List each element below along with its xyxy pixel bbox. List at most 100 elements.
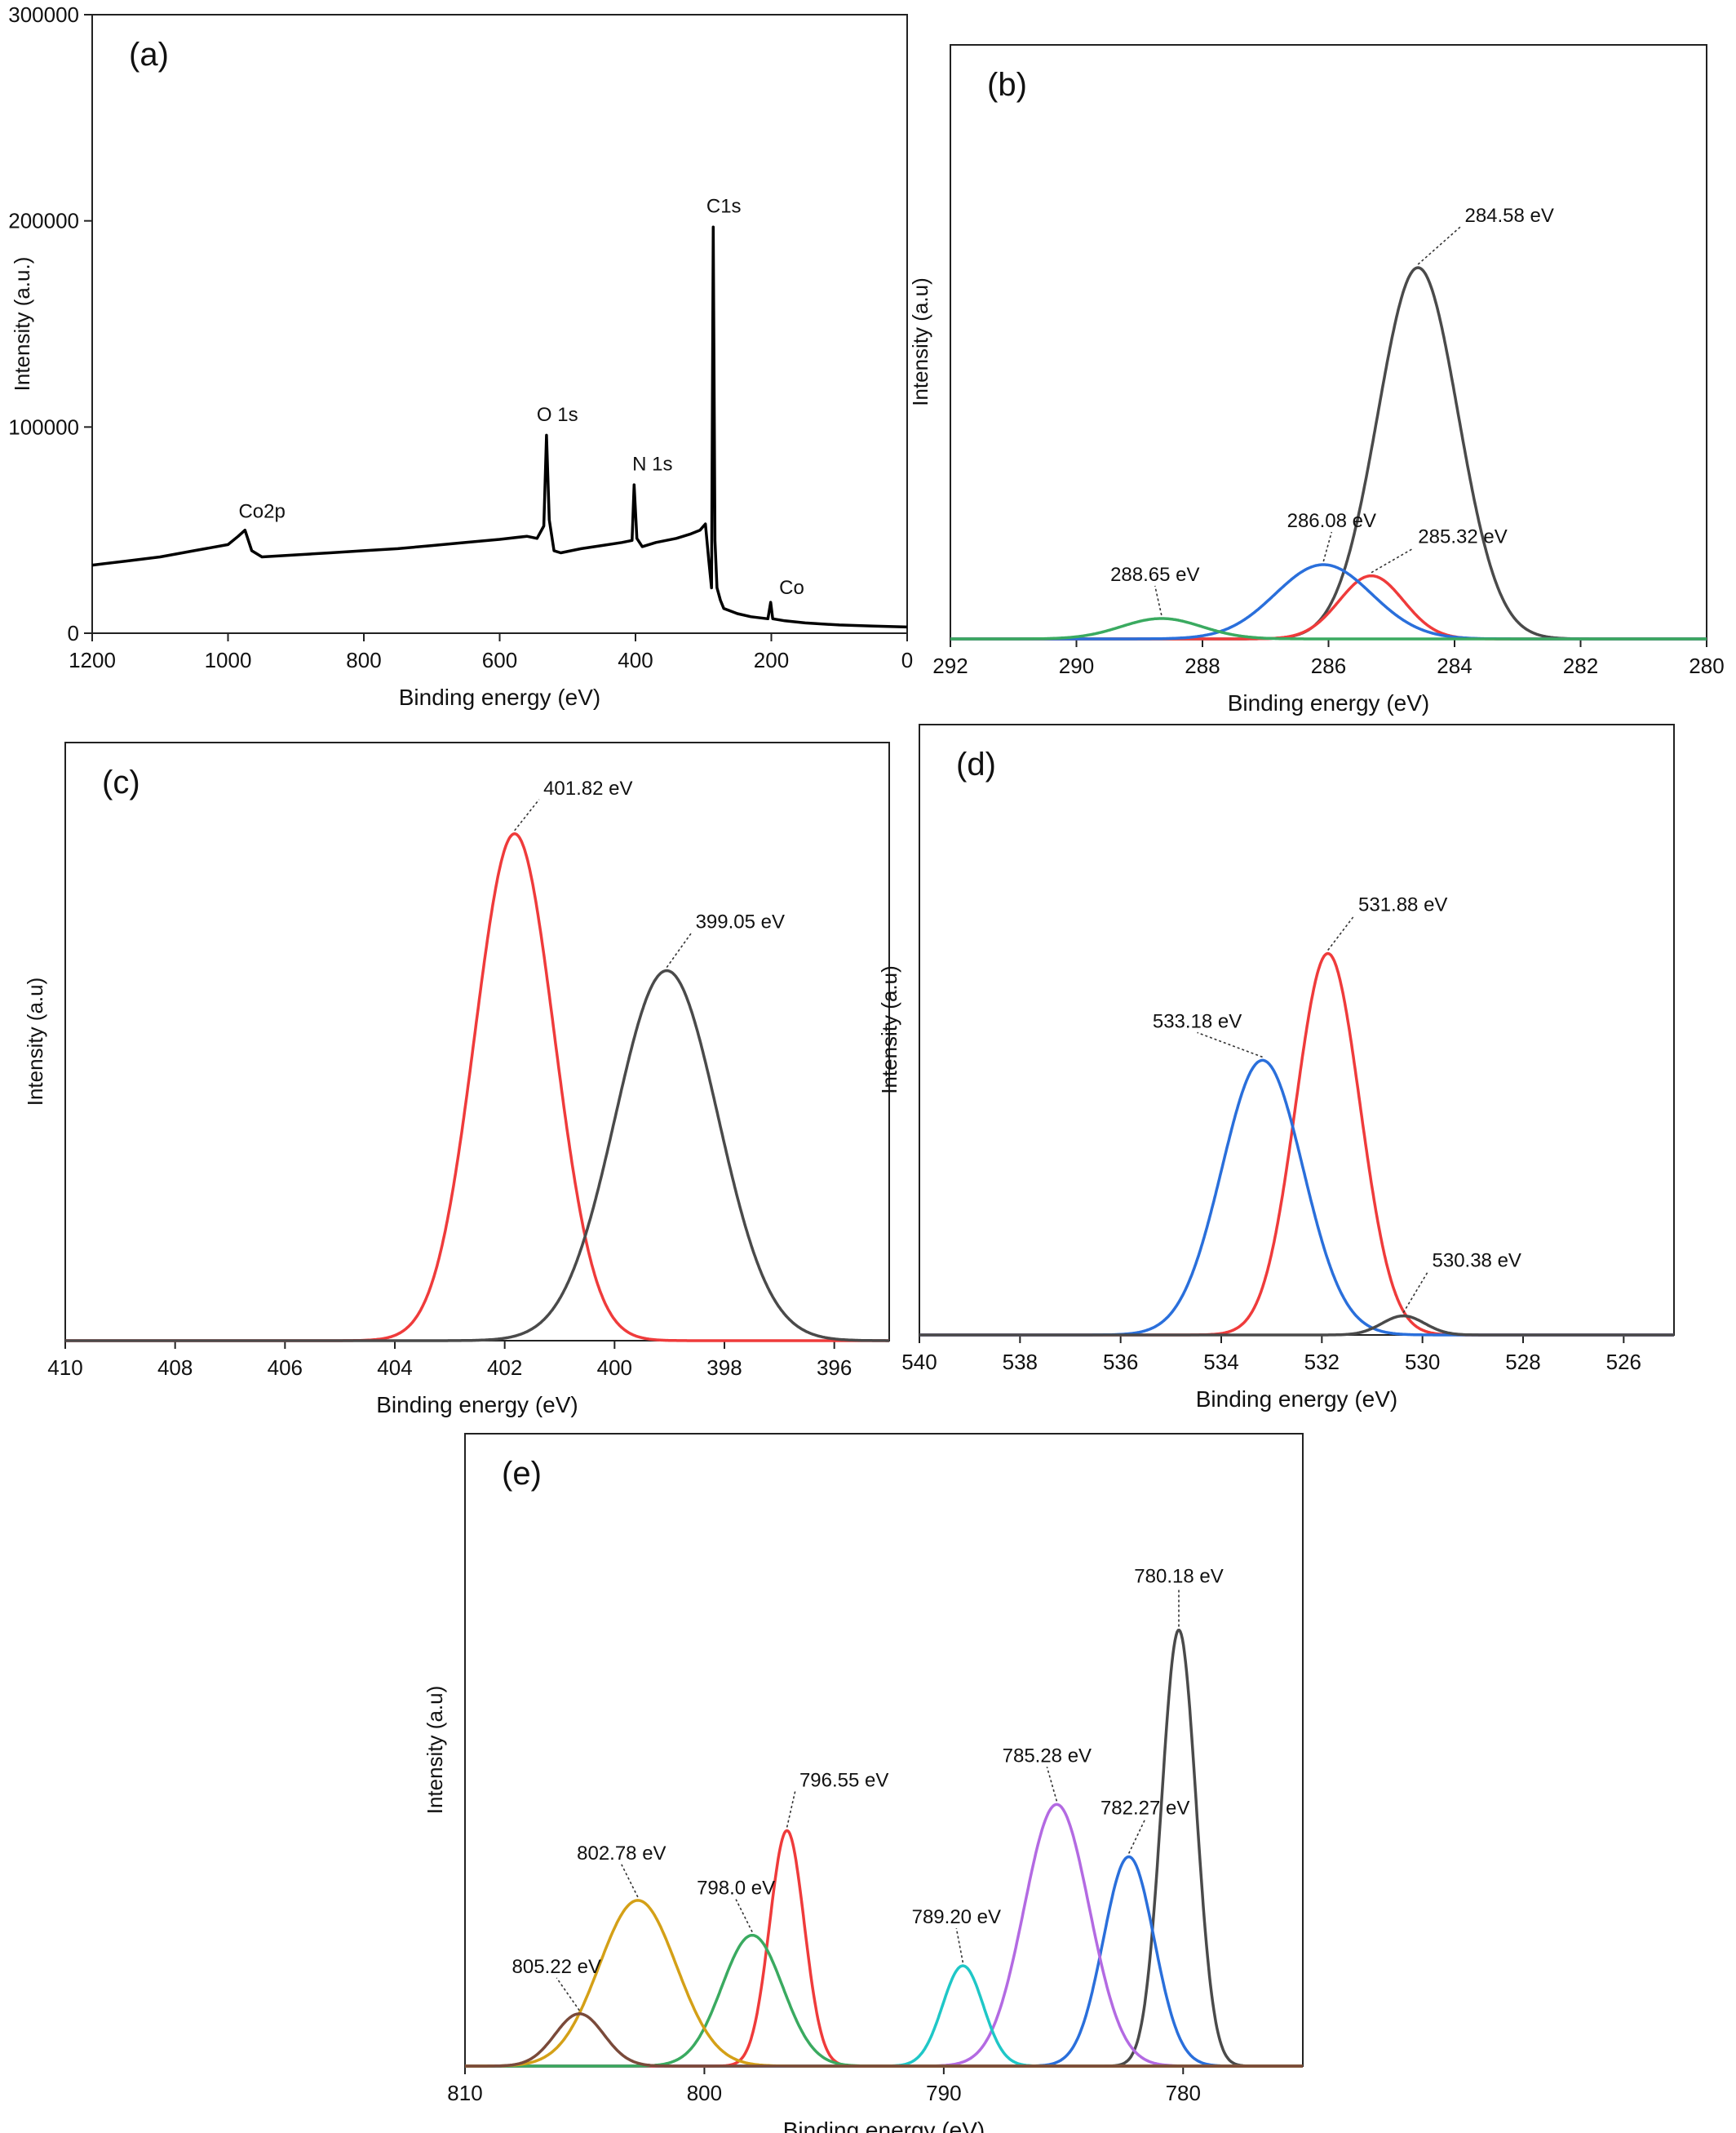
x-tick-label: 280 (1689, 654, 1724, 678)
peak-label: 286.08 eV (1287, 510, 1376, 532)
x-tick-label: 286 (1311, 654, 1346, 678)
x-tick-label: 530 (1405, 1350, 1440, 1374)
x-tick-label: 534 (1203, 1350, 1238, 1374)
peak-arrow (514, 799, 540, 831)
series-line-2 (64, 969, 890, 1342)
peak-annotation: O 1s (537, 404, 578, 426)
peak-annotation: C1s (706, 196, 742, 218)
chart-panel-4: 540 538 536 534 532 530 528 526 Binding energy (… (877, 724, 1675, 1412)
x-axis-label: Binding energy (eV) (1228, 690, 1429, 716)
x-tick-label: 290 (1059, 654, 1094, 678)
panel-label: (e) (502, 1456, 542, 1492)
plot-frame (919, 724, 1675, 1336)
x-tick-label: 200 (754, 648, 789, 672)
peak-arrow (1402, 1271, 1428, 1314)
peak-arrow (666, 933, 692, 968)
peak-label: 785.28 eV (1003, 1745, 1092, 1767)
series-line-7 (464, 1899, 1304, 2068)
peak-label: 782.27 eV (1100, 1797, 1189, 1819)
x-tick-label: 540 (901, 1350, 937, 1374)
peak-label: 533.18 eV (1153, 1010, 1242, 1032)
x-axis-label: Binding energy (eV) (399, 685, 600, 710)
y-tick-label: 0 (68, 621, 79, 645)
y-axis-label: Intensity (a.u) (908, 277, 932, 406)
x-tick-label: 284 (1437, 654, 1472, 678)
x-tick-label: 282 (1563, 654, 1598, 678)
y-axis-label: Intensity (a.u) (423, 1686, 447, 1815)
chart-panel-5: 810 800 790 780 Binding energy (eV) Intensity… (423, 1433, 1304, 2133)
peak-label: 789.20 eV (912, 1906, 1001, 1928)
x-axis-label: Binding energy (eV) (1196, 1386, 1397, 1412)
peak-arrow (1322, 531, 1333, 562)
series-line-8 (464, 2012, 1304, 2068)
x-tick-label: 1000 (205, 648, 252, 672)
x-tick-label: 288 (1185, 654, 1220, 678)
plot-frame (950, 44, 1707, 640)
y-axis-label: Intensity (a.u.) (10, 257, 34, 392)
peak-annotation: N 1s (632, 453, 672, 475)
x-tick-label: 538 (1003, 1350, 1038, 1374)
peak-label: 780.18 eV (1134, 1566, 1223, 1588)
x-tick-label: 532 (1304, 1350, 1340, 1374)
panel-label: (d) (956, 747, 996, 783)
x-tick-label: 408 (157, 1355, 193, 1380)
peak-arrow (786, 1791, 796, 1828)
peak-arrow (1046, 1767, 1058, 1802)
x-axis-label: Binding energy (eV) (376, 1392, 578, 1417)
series-line-6 (464, 1933, 1304, 2068)
peak-arrow (556, 1977, 580, 2011)
peak-arrow (1197, 1031, 1263, 1058)
x-tick-label: 292 (932, 654, 968, 678)
series-line-3 (919, 1314, 1675, 1337)
series-line-4 (464, 1964, 1304, 2068)
x-tick-label: 780 (1166, 2081, 1201, 2105)
peak-arrow (1154, 585, 1162, 616)
x-tick-label: 528 (1505, 1350, 1540, 1374)
x-tick-label: 406 (268, 1355, 303, 1380)
x-tick-label: 800 (346, 648, 381, 672)
peak-arrow (1127, 1819, 1146, 1854)
x-tick-label: 410 (47, 1355, 82, 1380)
peak-label: 802.78 eV (577, 1843, 666, 1865)
panel-label: (b) (987, 67, 1027, 103)
x-tick-label: 402 (487, 1355, 522, 1380)
series-line-4 (950, 617, 1707, 641)
peak-label: 284.58 eV (1464, 205, 1553, 227)
x-tick-label: 0 (901, 648, 913, 672)
peak-arrow (1327, 916, 1355, 951)
x-tick-label: 398 (706, 1355, 742, 1380)
y-tick-label: 300000 (8, 2, 79, 27)
peak-annotation: Co2p (238, 501, 285, 523)
x-tick-label: 526 (1606, 1350, 1641, 1374)
y-axis-label: Intensity (a.u) (877, 965, 901, 1094)
panel-label: (a) (129, 37, 169, 73)
x-tick-label: 790 (926, 2081, 961, 2105)
series-line-3 (950, 563, 1707, 641)
y-axis-label: Intensity (a.u) (23, 978, 47, 1106)
peak-arrow (955, 1927, 964, 1963)
peak-arrow (1371, 547, 1415, 574)
peak-label: 285.32 eV (1418, 526, 1507, 548)
x-axis-label: Binding energy (eV) (783, 2117, 985, 2133)
x-tick-label: 536 (1103, 1350, 1138, 1374)
peak-arrow (1417, 226, 1461, 265)
chart-panel-1: 1200 1000 800 600 400 200 0 0 100000 200000 300000… (8, 2, 913, 710)
peak-label: 401.82 eV (543, 778, 632, 800)
x-tick-label: 600 (482, 648, 517, 672)
peak-label: 399.05 eV (696, 911, 785, 933)
peak-label: 531.88 eV (1358, 894, 1447, 916)
x-tick-label: 404 (377, 1355, 412, 1380)
peak-arrow (735, 1899, 753, 1933)
y-tick-label: 100000 (8, 415, 79, 439)
series-line-1 (950, 266, 1707, 641)
peak-annotation: Co (779, 577, 804, 599)
series-line-1 (91, 225, 908, 629)
y-tick-label: 200000 (8, 209, 79, 233)
peak-label: 798.0 eV (697, 1878, 775, 1900)
series-line-1 (64, 832, 890, 1342)
x-tick-label: 400 (597, 1355, 632, 1380)
chart-panel-3: 410 408 406 404 402 400 398 396 Binding energy (… (23, 742, 890, 1417)
x-tick-label: 800 (687, 2081, 722, 2105)
chart-panel-2: 292 290 288 286 284 282 280 Binding energy (eV)… (908, 44, 1725, 716)
